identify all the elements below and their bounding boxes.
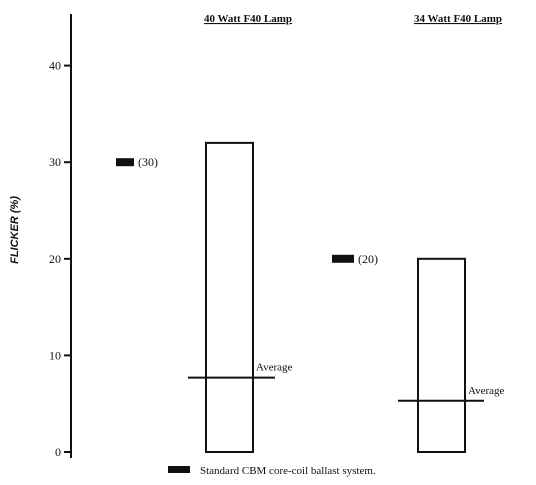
group-label-34-watt: 34 Watt F40 Lamp <box>414 13 502 25</box>
standard-ballast-marker <box>116 158 134 167</box>
legend-label: Standard CBM core-coil ballast system. <box>200 465 376 477</box>
flicker-range-bar <box>417 257 466 453</box>
legend-swatch <box>168 466 190 473</box>
chart-marks: Average (30) Average (20) <box>116 141 505 453</box>
average-label: Average <box>468 385 505 397</box>
standard-value-label: (30) <box>138 155 158 169</box>
standard-value-label: (20) <box>358 252 378 266</box>
y-tick-label: 0 <box>55 445 61 459</box>
y-axis-label: FLICKER (%) <box>9 196 21 264</box>
y-axis: 0 10 20 30 40 <box>49 14 72 459</box>
group-label-40-watt: 40 Watt F40 Lamp <box>204 13 292 25</box>
y-tick-label: 30 <box>49 155 61 169</box>
y-tick-label: 20 <box>49 252 61 266</box>
standard-ballast-marker <box>332 254 354 263</box>
y-tick-label: 40 <box>49 59 61 73</box>
average-label: Average <box>256 362 293 374</box>
flicker-range-bar <box>205 141 254 453</box>
y-tick-label: 10 <box>49 348 61 362</box>
legend: Standard CBM core-coil ballast system. <box>168 465 376 477</box>
